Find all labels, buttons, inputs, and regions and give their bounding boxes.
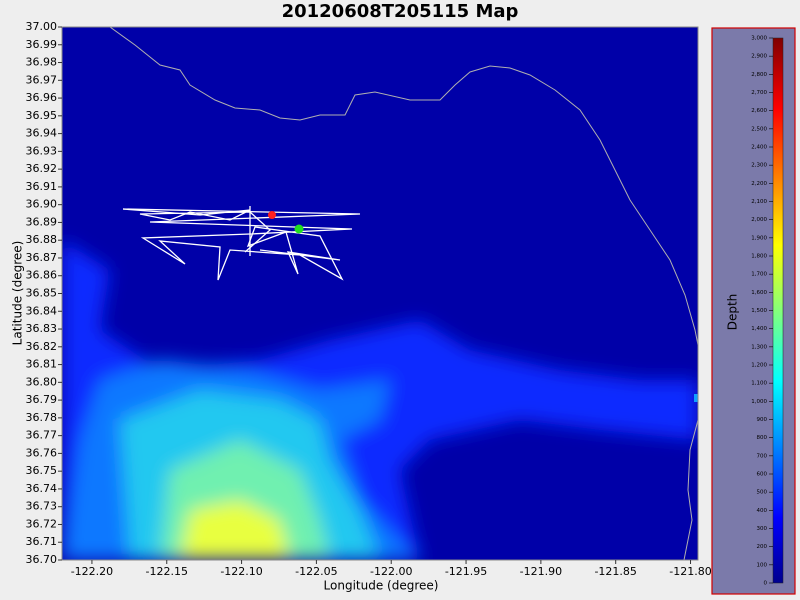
- x-tick-label: -122.15: [146, 565, 188, 578]
- x-tick-label: -122.10: [220, 565, 262, 578]
- y-tick-label: 36.93: [26, 144, 58, 157]
- chart-title: 20120608T205115 Map: [282, 1, 519, 22]
- y-tick-label: 36.76: [26, 446, 58, 459]
- colorbar-tick-label: 2,000: [751, 217, 767, 223]
- y-tick-label: 36.87: [26, 251, 58, 264]
- colorbar-tick-label: 2,200: [751, 181, 767, 187]
- y-tick-label: 36.70: [26, 553, 58, 566]
- y-tick-label: 36.81: [26, 358, 58, 371]
- colorbar-tick-label: 200: [757, 544, 768, 550]
- y-tick-label: 36.94: [26, 127, 58, 140]
- y-tick-label: 36.83: [26, 322, 58, 335]
- x-tick-label: -122.20: [71, 565, 113, 578]
- colorbar-tick-label: 300: [757, 526, 768, 532]
- y-tick-label: 36.98: [26, 56, 58, 69]
- y-tick-label: 36.84: [26, 304, 58, 317]
- colorbar-tick-label: 3,000: [751, 36, 767, 42]
- x-axis-label: Longitude (degree): [324, 579, 439, 593]
- y-tick-label: 36.89: [26, 215, 58, 228]
- y-tick-label: 36.78: [26, 411, 58, 424]
- colorbar-tick-label: 900: [757, 417, 768, 423]
- x-tick-label: -121.95: [445, 565, 487, 578]
- y-tick-label: 36.79: [26, 393, 58, 406]
- colorbar-tick-label: 2,300: [751, 163, 767, 169]
- y-tick-label: 36.73: [26, 500, 58, 513]
- colorbar-tick-label: 500: [757, 490, 768, 496]
- x-tick-label: -122.00: [370, 565, 412, 578]
- colorbar-tick-label: 1,400: [751, 326, 767, 332]
- colorbar-tick-label: 2,400: [751, 145, 767, 151]
- colorbar-tick-label: 1,100: [751, 381, 767, 387]
- colorbar-tick-label: 1,300: [751, 344, 767, 350]
- y-tick-label: 36.85: [26, 287, 58, 300]
- y-tick-label: 36.96: [26, 91, 58, 104]
- colorbar-tick-label: 1,900: [751, 235, 767, 241]
- y-tick-label: 36.88: [26, 233, 58, 246]
- colorbar-tick-label: 2,800: [751, 72, 767, 78]
- colorbar-tick-label: 1,800: [751, 254, 767, 260]
- y-tick-label: 36.91: [26, 180, 58, 193]
- y-tick-label: 36.92: [26, 162, 58, 175]
- colorbar-label: Depth: [726, 294, 740, 331]
- colorbar-tick-label: 2,600: [751, 108, 767, 114]
- colorbar-tick-label: 1,600: [751, 290, 767, 296]
- colorbar-tick-label: 400: [757, 508, 768, 514]
- y-tick-label: 37.00: [26, 20, 58, 33]
- x-tick-label: -122.05: [295, 565, 337, 578]
- y-tick-label: 36.99: [26, 38, 58, 51]
- y-tick-label: 36.77: [26, 429, 58, 442]
- colorbar-tick-label: 1,700: [751, 272, 767, 278]
- colorbar-tick-label: 1,000: [751, 399, 767, 405]
- bathymetry: [62, 27, 698, 560]
- y-tick-label: 36.80: [26, 375, 58, 388]
- y-tick-label: 36.86: [26, 269, 58, 282]
- colorbar-tick-label: 2,700: [751, 90, 767, 96]
- x-tick-label: -121.80: [669, 565, 711, 578]
- colorbar-tick-label: 0: [764, 581, 768, 587]
- y-tick-label: 36.95: [26, 109, 58, 122]
- y-tick-label: 36.90: [26, 198, 58, 211]
- colorbar-tick-label: 2,500: [751, 126, 767, 132]
- y-tick-label: 36.74: [26, 482, 58, 495]
- colorbar-tick-label: 2,100: [751, 199, 767, 205]
- y-tick-label: 36.71: [26, 535, 58, 548]
- colorbar-tick-label: 2,900: [751, 54, 767, 60]
- colorbar-tick-label: 700: [757, 453, 768, 459]
- y-tick-label: 36.72: [26, 517, 58, 530]
- y-tick-label: 36.97: [26, 73, 58, 86]
- colorbar-tick-label: 1,200: [751, 363, 767, 369]
- colorbar-tick-label: 1,500: [751, 308, 767, 314]
- colorbar-tick-label: 100: [757, 562, 768, 568]
- colorbar-tick-label: 800: [757, 435, 768, 441]
- x-tick-label: -121.90: [520, 565, 562, 578]
- colorbar-tick-label: 600: [757, 472, 768, 478]
- colorbar: [772, 37, 784, 584]
- y-tick-label: 36.75: [26, 464, 58, 477]
- y-tick-label: 36.82: [26, 340, 58, 353]
- x-tick-label: -121.85: [594, 565, 636, 578]
- y-axis-label: Latitude (degree): [11, 241, 25, 346]
